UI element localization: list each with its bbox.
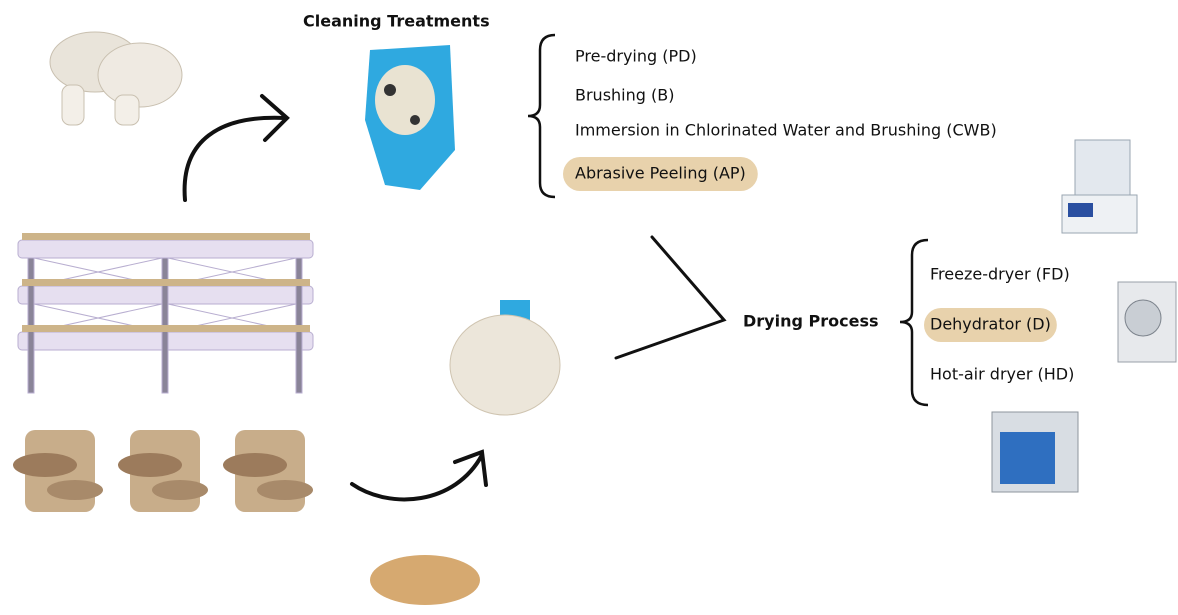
glove-mushrooms [365,45,455,190]
freeze-dryer [1061,139,1138,234]
hot-air-dryer [991,411,1079,493]
highlight [563,157,758,191]
list-item: Hot-air dryer (HD) [930,365,1074,384]
list-item: Immersion in Chlorinated Water and Brush… [575,121,997,140]
brace [899,238,929,407]
section-title: Cleaning Treatments [303,12,490,31]
list-item: Freeze-dryer (FD) [930,265,1070,284]
oyster-cluster [449,300,561,416]
button-mushrooms [49,31,183,126]
arrows [182,94,727,502]
oyster-mushroom [370,555,480,605]
list-item: Dehydrator (D) [930,315,1051,334]
dehydrator [1117,281,1177,363]
list-item: Abrasive Peeling (AP) [575,164,746,183]
brace [527,33,556,199]
growing-rack [17,233,314,394]
list-item: Pre-drying (PD) [575,47,697,66]
oyster-bags [13,430,313,512]
section-title: Drying Process [743,312,879,331]
highlight [924,308,1057,342]
list-item: Brushing (B) [575,86,674,105]
